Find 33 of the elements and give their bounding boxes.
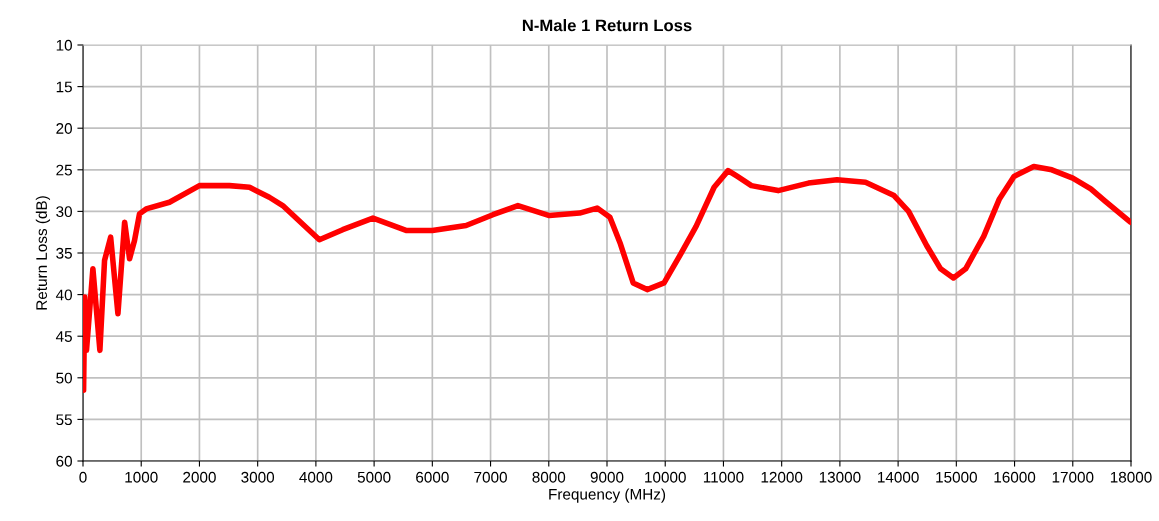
x-tick-label: 9000	[590, 471, 624, 483]
x-tick-label: 7000	[474, 471, 507, 483]
x-tick-label: 14000	[878, 471, 919, 483]
y-tick-label: 15	[56, 81, 72, 93]
y-axis-title: Return Loss (dB)	[35, 196, 51, 310]
x-tick-label: 15000	[936, 471, 977, 483]
y-tick-label: 40	[55, 289, 72, 301]
x-tick-label: 0	[79, 471, 87, 483]
x-tick-label: 10000	[645, 471, 686, 483]
y-tick-label: 60	[56, 455, 72, 467]
y-tick-label: 55	[56, 414, 72, 426]
x-tick-label: 3000	[241, 471, 275, 483]
x-tick-label: 18000	[1110, 471, 1152, 483]
y-tick-label: 50	[56, 372, 72, 384]
y-tick-label: 25	[56, 164, 72, 176]
chart-title: N-Male 1 Return Loss	[522, 19, 692, 32]
x-tick-label: 8000	[532, 471, 566, 483]
x-tick-label: 17000	[1052, 471, 1094, 483]
x-tick-label: 12000	[761, 471, 803, 483]
y-tick-label: 10	[56, 39, 72, 51]
x-tick-label: 4000	[299, 471, 333, 483]
x-tick-label: 2000	[183, 471, 216, 483]
x-tick-label: 6000	[416, 471, 449, 483]
y-tick-label: 30	[56, 206, 72, 218]
x-tick-label: 13000	[819, 471, 861, 483]
y-tick-label: 45	[55, 331, 72, 342]
x-axis-title: Frequency (MHz)	[549, 488, 666, 503]
x-tick-label: 11000	[703, 471, 744, 483]
x-tick-label: 16000	[994, 471, 1036, 483]
y-tick-label: 20	[56, 123, 72, 134]
y-tick-label: 35	[56, 247, 72, 259]
x-tick-label: 5000	[357, 471, 391, 483]
x-tick-label: 1000	[125, 471, 158, 483]
